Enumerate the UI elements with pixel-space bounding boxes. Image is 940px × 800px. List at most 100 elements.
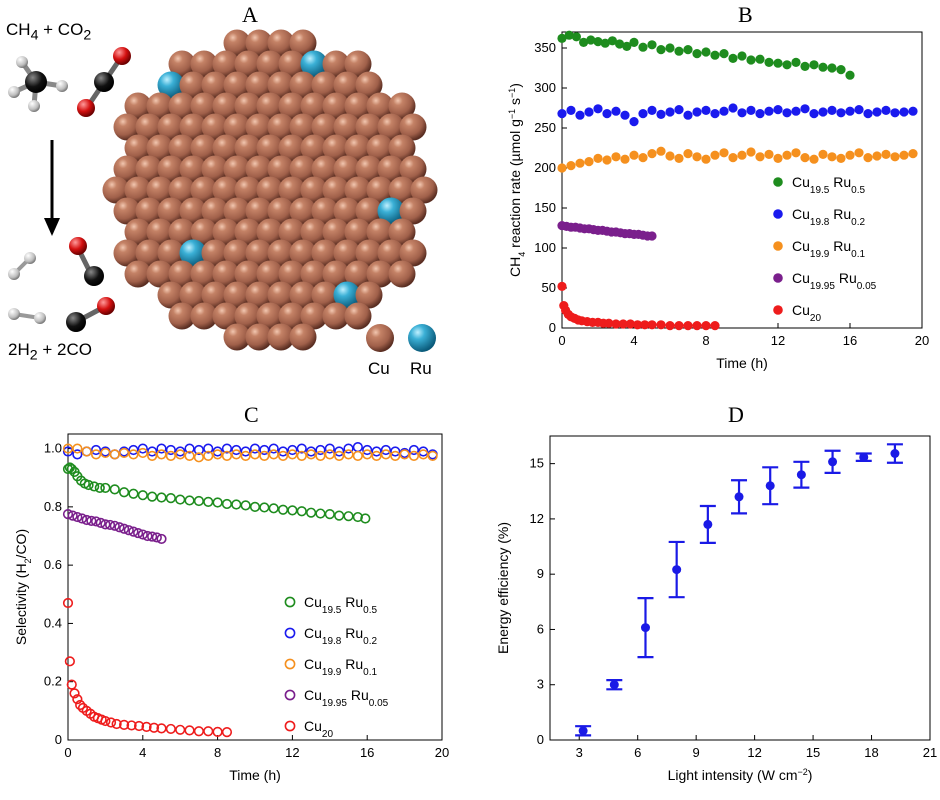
data-point — [638, 153, 648, 163]
data-point — [656, 45, 666, 55]
data-point — [418, 446, 429, 457]
cu-atom — [289, 197, 317, 225]
cu-atom — [201, 239, 229, 267]
cu-atom — [179, 71, 207, 99]
panel-letter-c: C — [244, 402, 259, 427]
cu-atom — [344, 218, 372, 246]
cu-atom — [278, 302, 306, 330]
data-point — [306, 449, 317, 460]
y-tick-label: 0 — [537, 732, 544, 747]
cu-atom — [124, 260, 152, 288]
data-point — [203, 443, 214, 454]
data-point — [584, 157, 594, 167]
x-tick-label: 15 — [806, 745, 820, 760]
data-point — [809, 60, 819, 70]
cu-atom — [124, 134, 152, 162]
data-point — [845, 106, 855, 116]
y-tick-label: 15 — [530, 456, 544, 471]
data-point — [231, 499, 242, 510]
data-point — [147, 491, 158, 502]
data-point — [863, 109, 873, 119]
series-b-1 — [557, 103, 918, 127]
cu-atom — [355, 113, 383, 141]
cu-atom — [267, 239, 295, 267]
data-point — [908, 149, 918, 159]
data-point — [62, 509, 74, 520]
data-point — [109, 520, 120, 531]
data-point — [156, 492, 167, 503]
data-point — [72, 443, 83, 454]
legend-label: Cu19.8 Ru0.2 — [792, 206, 866, 228]
data-point — [90, 449, 102, 460]
cu-atom — [245, 29, 273, 57]
data-point — [240, 450, 251, 461]
cu-atom — [311, 239, 339, 267]
data-point — [203, 450, 214, 461]
x-tick-label: 9 — [693, 745, 700, 760]
data-point — [334, 450, 345, 461]
cu-atom — [212, 260, 240, 288]
cu-atom — [267, 29, 295, 57]
data-point — [557, 281, 567, 291]
ru-atom — [157, 71, 185, 99]
cu-atom — [388, 92, 416, 120]
legend-label: Cu19.5 Ru0.5 — [304, 594, 378, 616]
x-tick-label: 0 — [64, 745, 71, 760]
x-tick-label: 12 — [285, 745, 299, 760]
cu-atom — [113, 113, 141, 141]
data-point — [95, 517, 106, 528]
data-point — [306, 507, 317, 518]
data-point — [137, 490, 148, 501]
data-point — [249, 443, 261, 454]
data-point — [701, 47, 711, 57]
data-point — [836, 153, 846, 163]
cu-atom — [267, 113, 295, 141]
x-tick-label: 20 — [915, 333, 929, 348]
data-point — [640, 320, 650, 330]
data-point — [380, 449, 392, 460]
data-point — [692, 49, 702, 59]
panel-letter-d: D — [728, 402, 744, 427]
x-axis-label: Time (h) — [716, 355, 768, 371]
cu-atom — [223, 113, 251, 141]
series-c-2 — [62, 443, 438, 463]
data-point — [593, 104, 603, 114]
data-point — [611, 106, 621, 116]
y-tick-label: 12 — [530, 511, 544, 526]
legend-marker — [284, 627, 296, 639]
data-point — [890, 449, 900, 459]
legend-label: Cu19.95 Ru0.05 — [792, 270, 877, 292]
data-point — [607, 36, 617, 46]
cu-atom — [322, 218, 350, 246]
data-point — [90, 444, 102, 456]
data-point — [845, 150, 855, 160]
cu-atom — [179, 113, 207, 141]
legend-label: Cu20 — [304, 718, 333, 740]
data-point — [72, 449, 83, 460]
data-point — [306, 446, 317, 457]
data-point — [212, 446, 223, 457]
data-point — [100, 519, 111, 530]
cu-atom — [157, 155, 185, 183]
data-point — [872, 151, 882, 161]
y-tick-label: 0.4 — [44, 615, 62, 630]
cu-atom — [278, 134, 306, 162]
data-point — [809, 109, 819, 119]
co2-molecule — [77, 47, 131, 117]
cu-atom — [256, 50, 284, 78]
data-point — [296, 443, 307, 454]
data-point — [692, 152, 702, 162]
cu-atom — [344, 92, 372, 120]
data-point — [647, 320, 657, 330]
data-point — [782, 150, 792, 160]
x-tick-label: 16 — [843, 333, 857, 348]
panel-letter-b: B — [738, 2, 753, 27]
x-tick-label: 4 — [630, 333, 637, 348]
cu-legend-label: Cu — [368, 359, 390, 378]
data-point — [728, 53, 738, 64]
cu-atom — [135, 155, 163, 183]
cu-atom — [201, 155, 229, 183]
data-point — [683, 110, 693, 120]
data-point — [100, 482, 111, 494]
data-point — [90, 516, 102, 527]
